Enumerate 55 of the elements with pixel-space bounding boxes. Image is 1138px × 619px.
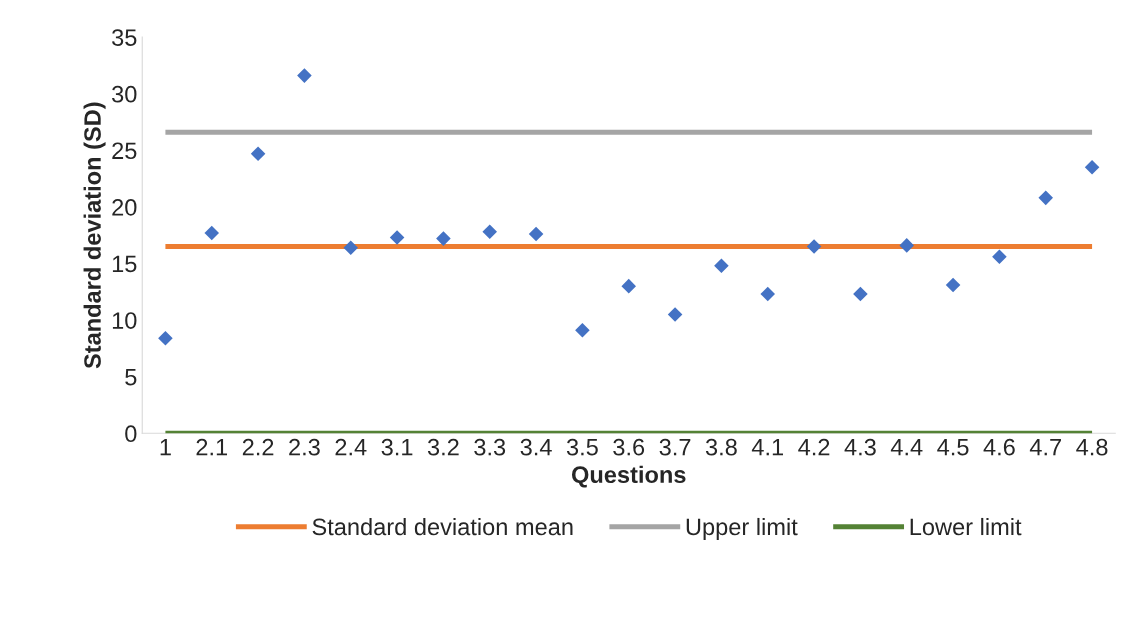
- x-tick-label: 4.8: [1076, 438, 1108, 456]
- x-tick-label: 3.3: [474, 438, 506, 456]
- y-tick-label: 35: [112, 29, 137, 46]
- y-tick-label: 20: [112, 198, 137, 216]
- point: [621, 278, 637, 294]
- x-tick-label: 3.1: [381, 438, 413, 456]
- x-axis-title: Questions: [572, 465, 686, 488]
- y-tick-label: 15: [112, 255, 137, 273]
- x-tick-label: 3.4: [520, 438, 552, 456]
- point: [436, 231, 451, 246]
- point: [1038, 190, 1054, 206]
- point: [575, 323, 590, 338]
- point: [667, 307, 683, 322]
- y-tick-label: 0: [125, 425, 137, 443]
- point: [853, 286, 868, 302]
- point: [158, 330, 173, 346]
- x-tick-label: 4.2: [798, 438, 830, 456]
- x-tick-label: 1: [160, 439, 171, 456]
- x-tick-label: 3.2: [427, 438, 459, 456]
- point: [482, 224, 498, 240]
- point: [528, 226, 544, 242]
- x-tick-label: 4.5: [937, 439, 969, 456]
- x-tick-label: 4.6: [983, 438, 1015, 456]
- legend-label: Lower limit: [910, 517, 1022, 536]
- point: [343, 240, 359, 255]
- point: [297, 68, 312, 83]
- point: [760, 286, 776, 302]
- point: [1084, 160, 1100, 175]
- legend-label: Upper limit: [686, 517, 798, 540]
- x-tick-label: 4.4: [890, 439, 923, 456]
- x-tick-label: 4.1: [751, 439, 783, 456]
- point: [389, 230, 405, 245]
- x-tick-label: 2.2: [242, 438, 274, 456]
- x-tick-label: 2.3: [289, 438, 320, 456]
- point: [250, 146, 266, 162]
- x-tick-label: 3.5: [566, 438, 598, 456]
- point: [992, 249, 1007, 265]
- x-tick-label: 4.7: [1029, 439, 1061, 456]
- y-tick-label: 5: [125, 369, 137, 386]
- x-tick-label: 3.8: [705, 438, 737, 456]
- x-tick-label: 2.4: [335, 438, 367, 456]
- legend-label: Standard deviation mean: [312, 517, 573, 536]
- point: [899, 238, 915, 253]
- point: [806, 239, 822, 254]
- y-axis-title: Standard deviation (SD): [83, 102, 106, 369]
- y-tick-label: 30: [112, 85, 137, 103]
- point: [945, 277, 961, 293]
- y-tick-label: 25: [112, 142, 137, 160]
- point: [204, 225, 220, 241]
- x-tick-label: 4.3: [844, 438, 876, 456]
- x-tick-label: 3.6: [613, 438, 645, 456]
- x-tick-label: 2.1: [196, 438, 228, 456]
- y-tick-label: 10: [112, 312, 137, 329]
- x-tick-label: 3.7: [659, 438, 691, 456]
- point: [714, 258, 729, 274]
